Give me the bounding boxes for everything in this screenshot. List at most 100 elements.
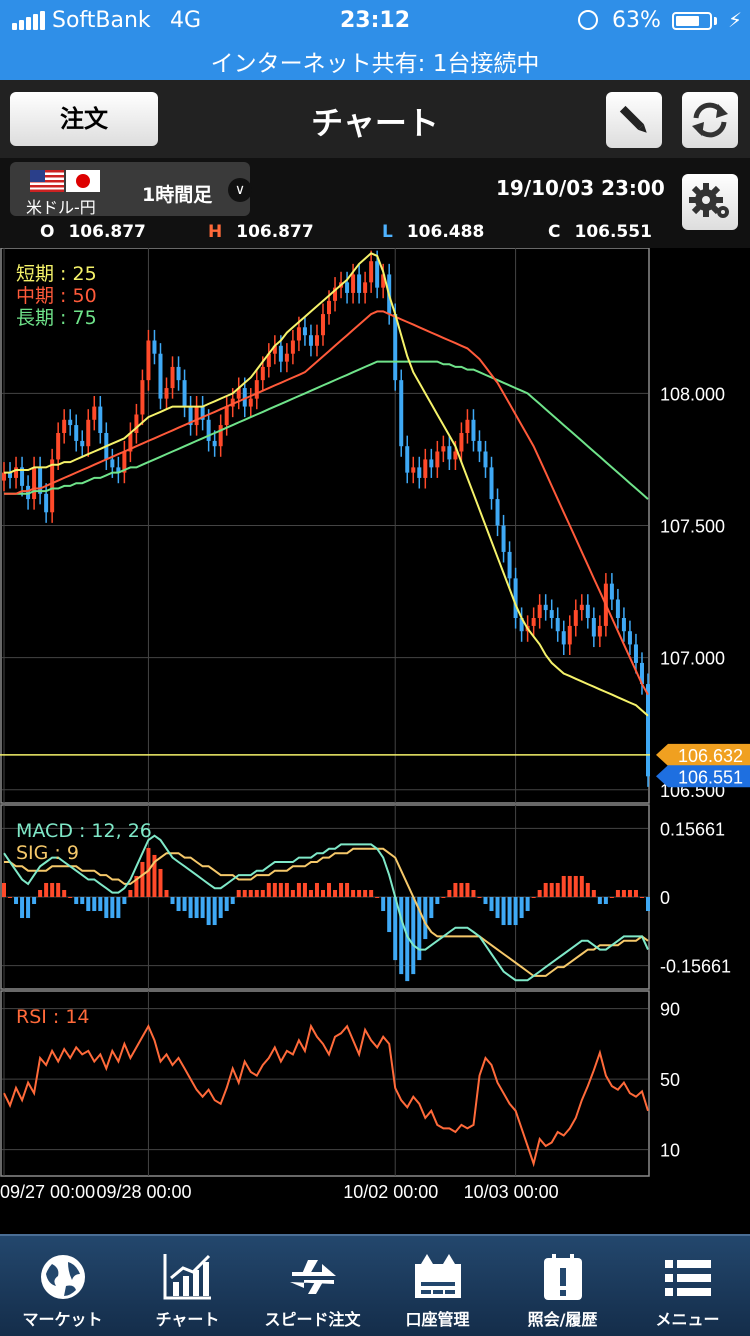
signal-line [4,847,649,977]
macd-histogram-bar [495,897,500,919]
macd-histogram-bar [543,882,548,897]
macd-histogram-bar [525,897,530,912]
candle-body [260,366,265,381]
refresh-button[interactable] [682,92,738,148]
candle-body [585,604,590,618]
tab-speed-order[interactable]: スピード注文 [250,1236,375,1336]
candle-body [579,604,584,611]
menu-icon [665,1260,711,1296]
ohlc-close-value: 106.551 [574,222,652,242]
macd-histogram-bar [140,861,145,897]
macd-histogram-bar [212,897,217,926]
clock: 23:12 [339,8,411,33]
candle-body [44,493,49,513]
candle-body [272,345,277,354]
ma-long-line [4,360,649,500]
macd-histogram-bar [591,889,596,897]
bar-datetime: 19/10/03 23:00 [496,176,665,200]
candle-body [549,610,554,618]
macd-histogram-bar [381,897,386,912]
rsi-legend: RSI : 14 [16,1006,90,1028]
macd-histogram-bar [254,889,259,897]
macd-histogram-bar [471,889,476,897]
macd-histogram-bar [20,897,25,919]
macd-histogram-bar [513,897,518,926]
candle-body [495,499,500,526]
macd-histogram-bar [459,882,464,897]
macd-tick-label: 0.15661 [660,819,725,839]
macd-histogram-bar [375,897,380,898]
tab-chart[interactable]: チャート [125,1236,250,1336]
candle-body [320,314,325,336]
macd-histogram-bar [104,897,109,919]
macd-histogram-bar [441,897,446,898]
macd-histogram-bar [74,897,79,905]
tab-history[interactable]: 照会/履歴 [500,1236,625,1336]
candle-body [405,446,410,473]
tab-account[interactable]: 口座管理 [375,1236,500,1336]
settings-button[interactable] [682,174,738,230]
macd-histogram-bar [621,889,626,897]
candle-body [429,459,434,468]
macd-histogram-bar [399,897,404,975]
candle-body [633,644,638,663]
macd-histogram-bar [26,897,31,919]
macd-histogram-bar [224,897,229,912]
macd-histogram-bar [272,882,277,897]
candle-body [152,340,157,354]
macd-histogram-bar [302,882,307,897]
candle-body [188,406,193,426]
candle-body [170,366,175,389]
macd-histogram-bar [164,889,169,897]
candle-body [621,618,626,632]
tab-menu[interactable]: メニュー [625,1236,750,1336]
timeframe-label: 1時間足 [142,184,213,206]
macd-histogram-bar [339,882,344,897]
candle-body [327,300,332,315]
candle-body [248,398,253,407]
macd-histogram-bar [32,897,37,905]
macd-histogram-bar [639,897,644,898]
macd-histogram-bar [278,882,283,897]
candle-body [74,425,79,441]
candle-body [369,261,374,283]
macd-histogram-bar [465,882,470,897]
macd-histogram-bar [555,882,560,897]
edit-button[interactable] [606,92,662,148]
candle-body [140,380,145,415]
hotspot-banner[interactable]: インターネット共有: 1台接続中 [210,51,540,77]
rsi-tick-label: 50 [660,1070,680,1090]
macd-histogram-bar [182,897,187,912]
macd-histogram-bar [188,897,193,919]
candle-body [164,388,169,399]
candle-body [519,618,524,632]
candle-body [333,287,338,301]
candle-body [284,353,289,362]
ma-mid-line [4,310,649,696]
time-axis-label: 09/27 00:00 [0,1182,95,1202]
macd-histogram-bar [537,889,542,897]
candle-body [591,618,596,637]
chart-area[interactable]: 108.000107.500107.000106.500106.632106.5… [0,248,750,1234]
rsi-line [3,1023,649,1168]
macd-histogram-bar [134,875,139,897]
chevron-down-icon[interactable]: ∨ [228,178,252,202]
macd-histogram-bar [170,897,175,905]
macd-histogram-bar [387,897,392,933]
macd-histogram-bar [405,897,410,982]
macd-histogram-bar [615,889,620,897]
candle-body [302,327,307,336]
candle-body [194,406,199,426]
ohlc-open-key: O [40,222,55,242]
macd-histogram-bar [423,897,428,940]
candle-body [266,353,271,367]
candle-body [561,631,566,645]
macd-histogram-bar [519,897,524,919]
tab-market[interactable]: マーケット [0,1236,125,1336]
macd-histogram-bar [579,875,584,897]
macd-histogram-bar [92,897,97,912]
currency-pair-selector[interactable]: 米ドル-円 1時間足 ∨ [10,162,252,217]
order-button[interactable]: 注文 [10,92,158,146]
macd-histogram-bar [284,882,289,897]
macd-histogram-bar [200,897,205,919]
